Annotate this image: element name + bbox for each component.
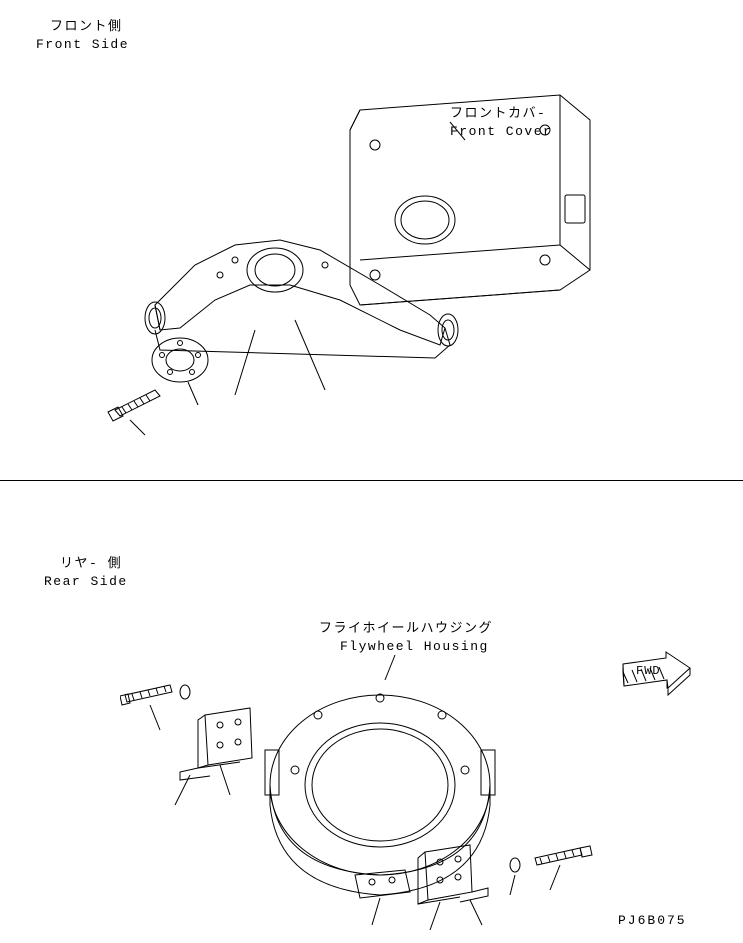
bolt-shape — [108, 390, 160, 421]
rear-side-en-label: Rear Side — [44, 573, 128, 591]
flange-plate-shape — [152, 338, 208, 382]
right-bolt-shape — [535, 846, 592, 865]
left-washer-shape — [180, 685, 190, 699]
right-washer-shape — [510, 858, 520, 872]
fwd-arrow-icon: FWD — [618, 650, 698, 700]
flywheel-housing-shape — [265, 694, 495, 898]
left-bolt-shape — [120, 685, 172, 705]
page-canvas: フロント側 Front Side フロントカバ- Front Cover — [0, 0, 743, 943]
drawing-code-label: PJ6B075 — [618, 913, 687, 928]
right-bracket-shape — [418, 845, 488, 904]
fwd-text: FWD — [636, 664, 661, 678]
left-bracket-shape — [180, 708, 252, 780]
front-side-en-label: Front Side — [36, 36, 129, 54]
top-diagram — [100, 60, 620, 440]
rear-side-jp-label: リヤ- 側 — [60, 555, 122, 573]
front-side-jp-label: フロント側 — [50, 18, 123, 36]
bottom-diagram — [120, 620, 600, 930]
front-cover-shape — [350, 95, 590, 305]
section-divider — [0, 480, 743, 481]
